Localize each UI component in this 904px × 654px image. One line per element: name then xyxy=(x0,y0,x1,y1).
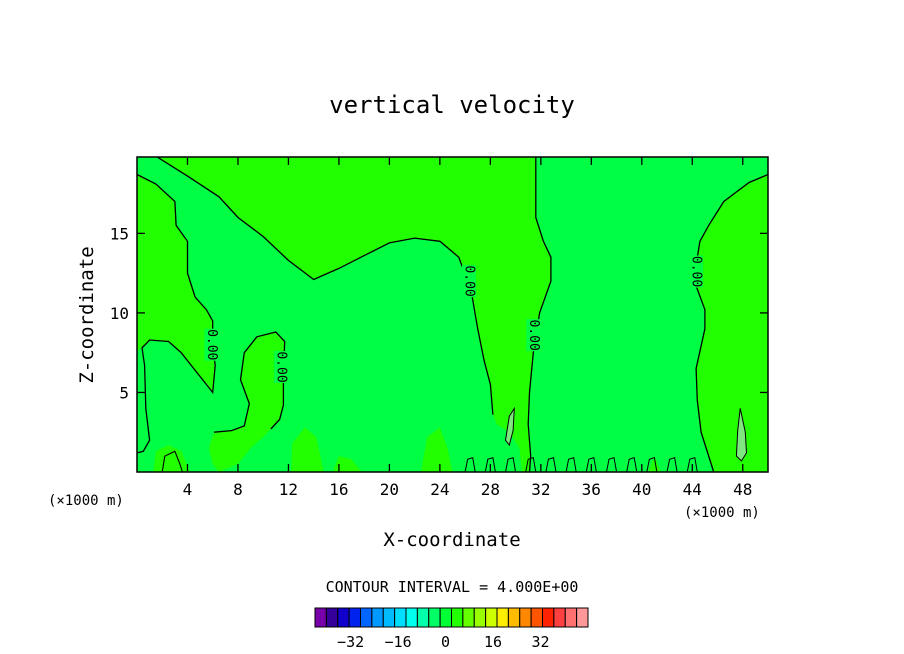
plot-area: 0.000.000.000.000.004 8 12 16 20 24 28 32 36 40 44… xyxy=(110,156,769,499)
colorbar-swatch xyxy=(382,607,396,628)
x-tick-label: 8 xyxy=(233,480,243,499)
colorbar: −32 −16 0 16 32 xyxy=(314,607,589,651)
contour-label-bg xyxy=(526,319,541,352)
colorbar-tick-label: −32 xyxy=(337,633,364,651)
contour-line xyxy=(585,457,597,473)
colorbar-swatch xyxy=(405,607,418,628)
colorbar-tick-label: 0 xyxy=(441,633,450,651)
colorbar-swatch xyxy=(519,607,532,628)
contour-line xyxy=(156,156,494,415)
x-tick-label: 24 xyxy=(430,480,449,499)
colorbar-swatch xyxy=(542,607,555,628)
contour-line xyxy=(626,457,638,473)
colorbar-swatch xyxy=(553,607,566,628)
y-tick-label: 10 xyxy=(110,304,129,323)
x-unit-label-right: (×1000 m) xyxy=(684,505,760,521)
contour-label: 0.00 xyxy=(461,265,476,296)
colorbar-swatch xyxy=(564,607,578,628)
colorbar-swatch xyxy=(462,607,475,628)
contour-interval-text: CONTOUR INTERVAL = 4.000E+00 xyxy=(326,578,579,596)
y-tick-label: 15 xyxy=(110,224,129,243)
contour-label-bg xyxy=(461,265,476,298)
contour-line xyxy=(525,457,537,473)
contour-line xyxy=(686,457,698,473)
contour-fill-bump xyxy=(648,456,661,472)
x-tick-label: 16 xyxy=(329,480,348,499)
colorbar-swatch xyxy=(496,607,509,628)
contour-line xyxy=(606,457,618,473)
x-tick-label: 36 xyxy=(582,480,601,499)
contour-line xyxy=(646,457,658,473)
contour-fill-small-positive xyxy=(504,406,515,447)
contour-line xyxy=(565,457,577,473)
colorbar-swatch xyxy=(360,607,373,628)
contour-label: 0.00 xyxy=(689,256,704,287)
chart-title: vertical velocity xyxy=(329,91,575,119)
colorbar-swatch xyxy=(371,607,384,628)
contour-fill-zero-band-right xyxy=(696,174,768,472)
contour-line xyxy=(545,457,557,473)
colorbar-swatch xyxy=(473,607,487,628)
contour-line xyxy=(136,173,216,454)
y-axis-label: Z-coordinate xyxy=(76,246,98,383)
colorbar-swatch xyxy=(428,607,441,628)
colorbar-swatch xyxy=(576,607,589,628)
colorbar-tick-label: 32 xyxy=(531,633,549,651)
colorbar-tick-label: −16 xyxy=(385,633,412,651)
contour-label: 0.00 xyxy=(204,329,219,360)
contour-label-bg xyxy=(204,328,219,361)
colorbar-swatch xyxy=(325,607,339,628)
contour-line xyxy=(161,450,183,473)
contour-line xyxy=(527,157,552,473)
colorbar-swatch xyxy=(507,607,521,628)
contour-fill-zero-band-lowleft xyxy=(208,332,285,472)
contour-line xyxy=(464,457,476,473)
contour-line xyxy=(695,173,769,473)
contour-fill-zero-band-upper xyxy=(137,157,551,472)
x-tick-label: 40 xyxy=(632,480,651,499)
x-tick-label: 28 xyxy=(481,480,500,499)
contour-line xyxy=(505,457,517,473)
x-tick-label: 12 xyxy=(279,480,298,499)
colorbar-swatch xyxy=(451,607,464,628)
colorbar-swatch xyxy=(416,607,430,628)
contour-label-bg xyxy=(689,255,704,288)
y-tick-label: 5 xyxy=(119,383,129,402)
colorbar-swatch xyxy=(337,607,350,628)
colorbar-swatch xyxy=(530,607,543,628)
contour-line xyxy=(213,331,286,433)
x-tick-label: 32 xyxy=(531,480,550,499)
x-unit-label-left: (×1000 m) xyxy=(48,493,124,509)
colorbar-swatch xyxy=(314,607,327,628)
colorbar-swatch xyxy=(439,607,452,628)
contour-label-bg xyxy=(273,351,288,383)
x-axis-label: X-coordinate xyxy=(383,529,520,551)
contour-label: 0.00 xyxy=(526,320,541,351)
contour-label: 0.00 xyxy=(273,351,288,382)
colorbar-swatch xyxy=(485,607,498,628)
contour-fill-small-positive xyxy=(735,408,748,462)
contour-fill-zero-band-left xyxy=(137,174,216,393)
x-tick-label: 48 xyxy=(733,480,752,499)
colorbar-swatch xyxy=(394,607,407,628)
contour-line xyxy=(666,457,678,473)
contour-fill-bump xyxy=(332,456,362,472)
contour-fill-bump xyxy=(420,427,453,472)
x-tick-label: 4 xyxy=(183,480,193,499)
x-tick-label: 44 xyxy=(683,480,702,499)
x-tick-label: 20 xyxy=(380,480,399,499)
colorbar-tick-label: 16 xyxy=(484,633,502,651)
colorbar-swatch xyxy=(348,607,361,628)
contour-fill-bump xyxy=(291,427,324,472)
plot-frame xyxy=(136,156,769,473)
contour-line xyxy=(484,457,496,473)
